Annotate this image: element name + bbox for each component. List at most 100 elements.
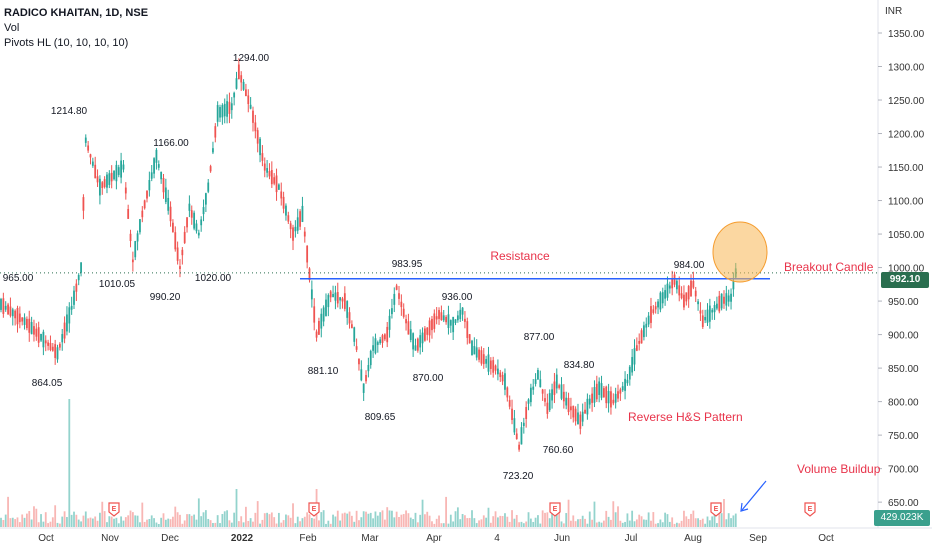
candle-body	[586, 398, 589, 415]
volume-bar	[358, 520, 360, 527]
volume-bar	[136, 515, 139, 527]
y-tick-label: 700.00	[888, 465, 919, 476]
volume-bar	[383, 519, 386, 527]
volume-bar	[270, 512, 273, 527]
volume-bar	[186, 514, 188, 527]
candle-body	[193, 212, 196, 229]
volume-bar	[525, 521, 528, 527]
volume-bar	[117, 523, 120, 527]
candle-body	[289, 223, 292, 230]
volume-bar	[732, 515, 735, 527]
indicator-vol[interactable]: Vol	[4, 22, 20, 34]
volume-bar	[249, 518, 252, 527]
candle-body	[424, 328, 426, 341]
candle-body	[136, 233, 139, 242]
candle-body	[704, 316, 707, 321]
candle-body	[713, 305, 716, 313]
volume-bar	[11, 517, 14, 527]
candle-body	[461, 307, 464, 315]
volume-bar	[614, 512, 617, 527]
indicator-pivots[interactable]: Pivots HL (10, 10, 10, 10)	[4, 37, 129, 49]
candle-body	[428, 320, 431, 336]
candle-body	[108, 173, 111, 185]
volume-bar	[237, 521, 240, 527]
volume-bar	[329, 523, 332, 527]
volume-bar	[299, 521, 301, 527]
pivot-label: 723.20	[503, 471, 534, 482]
candle-body	[164, 187, 167, 202]
volume-bar	[58, 523, 61, 527]
candle-body	[456, 315, 459, 321]
candle-body	[129, 233, 132, 242]
candle-body	[230, 103, 233, 111]
candle-body	[82, 197, 85, 211]
volume-bar	[266, 512, 269, 527]
volume-bar	[122, 520, 125, 527]
candle-body	[539, 379, 542, 388]
candle-body	[409, 329, 412, 340]
candle-body	[492, 360, 495, 373]
candle-body	[325, 299, 327, 316]
candle-body	[435, 316, 438, 320]
candle-body	[624, 378, 626, 391]
volume-bar	[683, 510, 685, 527]
candle-body	[190, 210, 193, 218]
candle-body	[727, 295, 730, 302]
candle-body	[369, 350, 372, 366]
volume-bar	[617, 506, 619, 527]
volume-bar	[421, 499, 424, 527]
volume-bar	[501, 516, 504, 527]
volume-bar	[367, 513, 370, 527]
candle-body	[47, 342, 49, 346]
candle-body	[633, 348, 636, 365]
candle-body	[348, 312, 351, 324]
candle-body	[329, 291, 332, 298]
volume-bar	[325, 523, 327, 527]
candle-body	[66, 314, 68, 332]
volume-bar	[546, 512, 549, 527]
candle-body	[99, 178, 101, 196]
candle-body	[388, 315, 391, 330]
volume-bar	[487, 507, 490, 527]
volume-bar	[30, 519, 33, 527]
volume-bar	[572, 515, 575, 527]
volume-bar	[292, 503, 294, 527]
volume-bar	[704, 523, 707, 527]
candle-body	[0, 298, 2, 310]
candle-body	[426, 327, 429, 335]
volume-bar	[374, 511, 377, 527]
volume-bar	[379, 512, 382, 527]
pivot-label: 834.80	[564, 360, 595, 371]
candle-body	[148, 179, 151, 191]
volume-bar	[115, 517, 118, 527]
volume-bar	[110, 516, 113, 527]
volume-bar	[504, 513, 506, 527]
volume-bar	[54, 505, 57, 527]
x-tick-label: Feb	[299, 533, 317, 544]
volume-bar	[492, 516, 495, 527]
volume-bar	[202, 512, 205, 527]
volume-bar	[711, 516, 714, 527]
candle-body	[567, 397, 570, 413]
candle-body	[160, 171, 163, 180]
volume-bar	[350, 515, 353, 527]
candle-body	[678, 285, 681, 296]
candle-body	[40, 333, 42, 341]
volume-bar	[690, 513, 692, 527]
pivot-label: 870.00	[413, 373, 444, 384]
candle-body	[263, 163, 266, 171]
volume-bar	[89, 517, 92, 527]
candle-body	[14, 310, 17, 319]
last-price-tag: 992.10	[881, 272, 929, 288]
candle-body	[332, 293, 334, 297]
volume-bar	[103, 511, 106, 527]
volume-bar	[473, 518, 476, 527]
volume-bar	[108, 516, 111, 527]
volume-bar	[612, 501, 615, 527]
candle-body	[685, 292, 688, 302]
volume-bar	[214, 522, 217, 527]
volume-bar	[713, 514, 716, 527]
candle-body	[600, 383, 603, 398]
volume-bar	[468, 517, 471, 527]
